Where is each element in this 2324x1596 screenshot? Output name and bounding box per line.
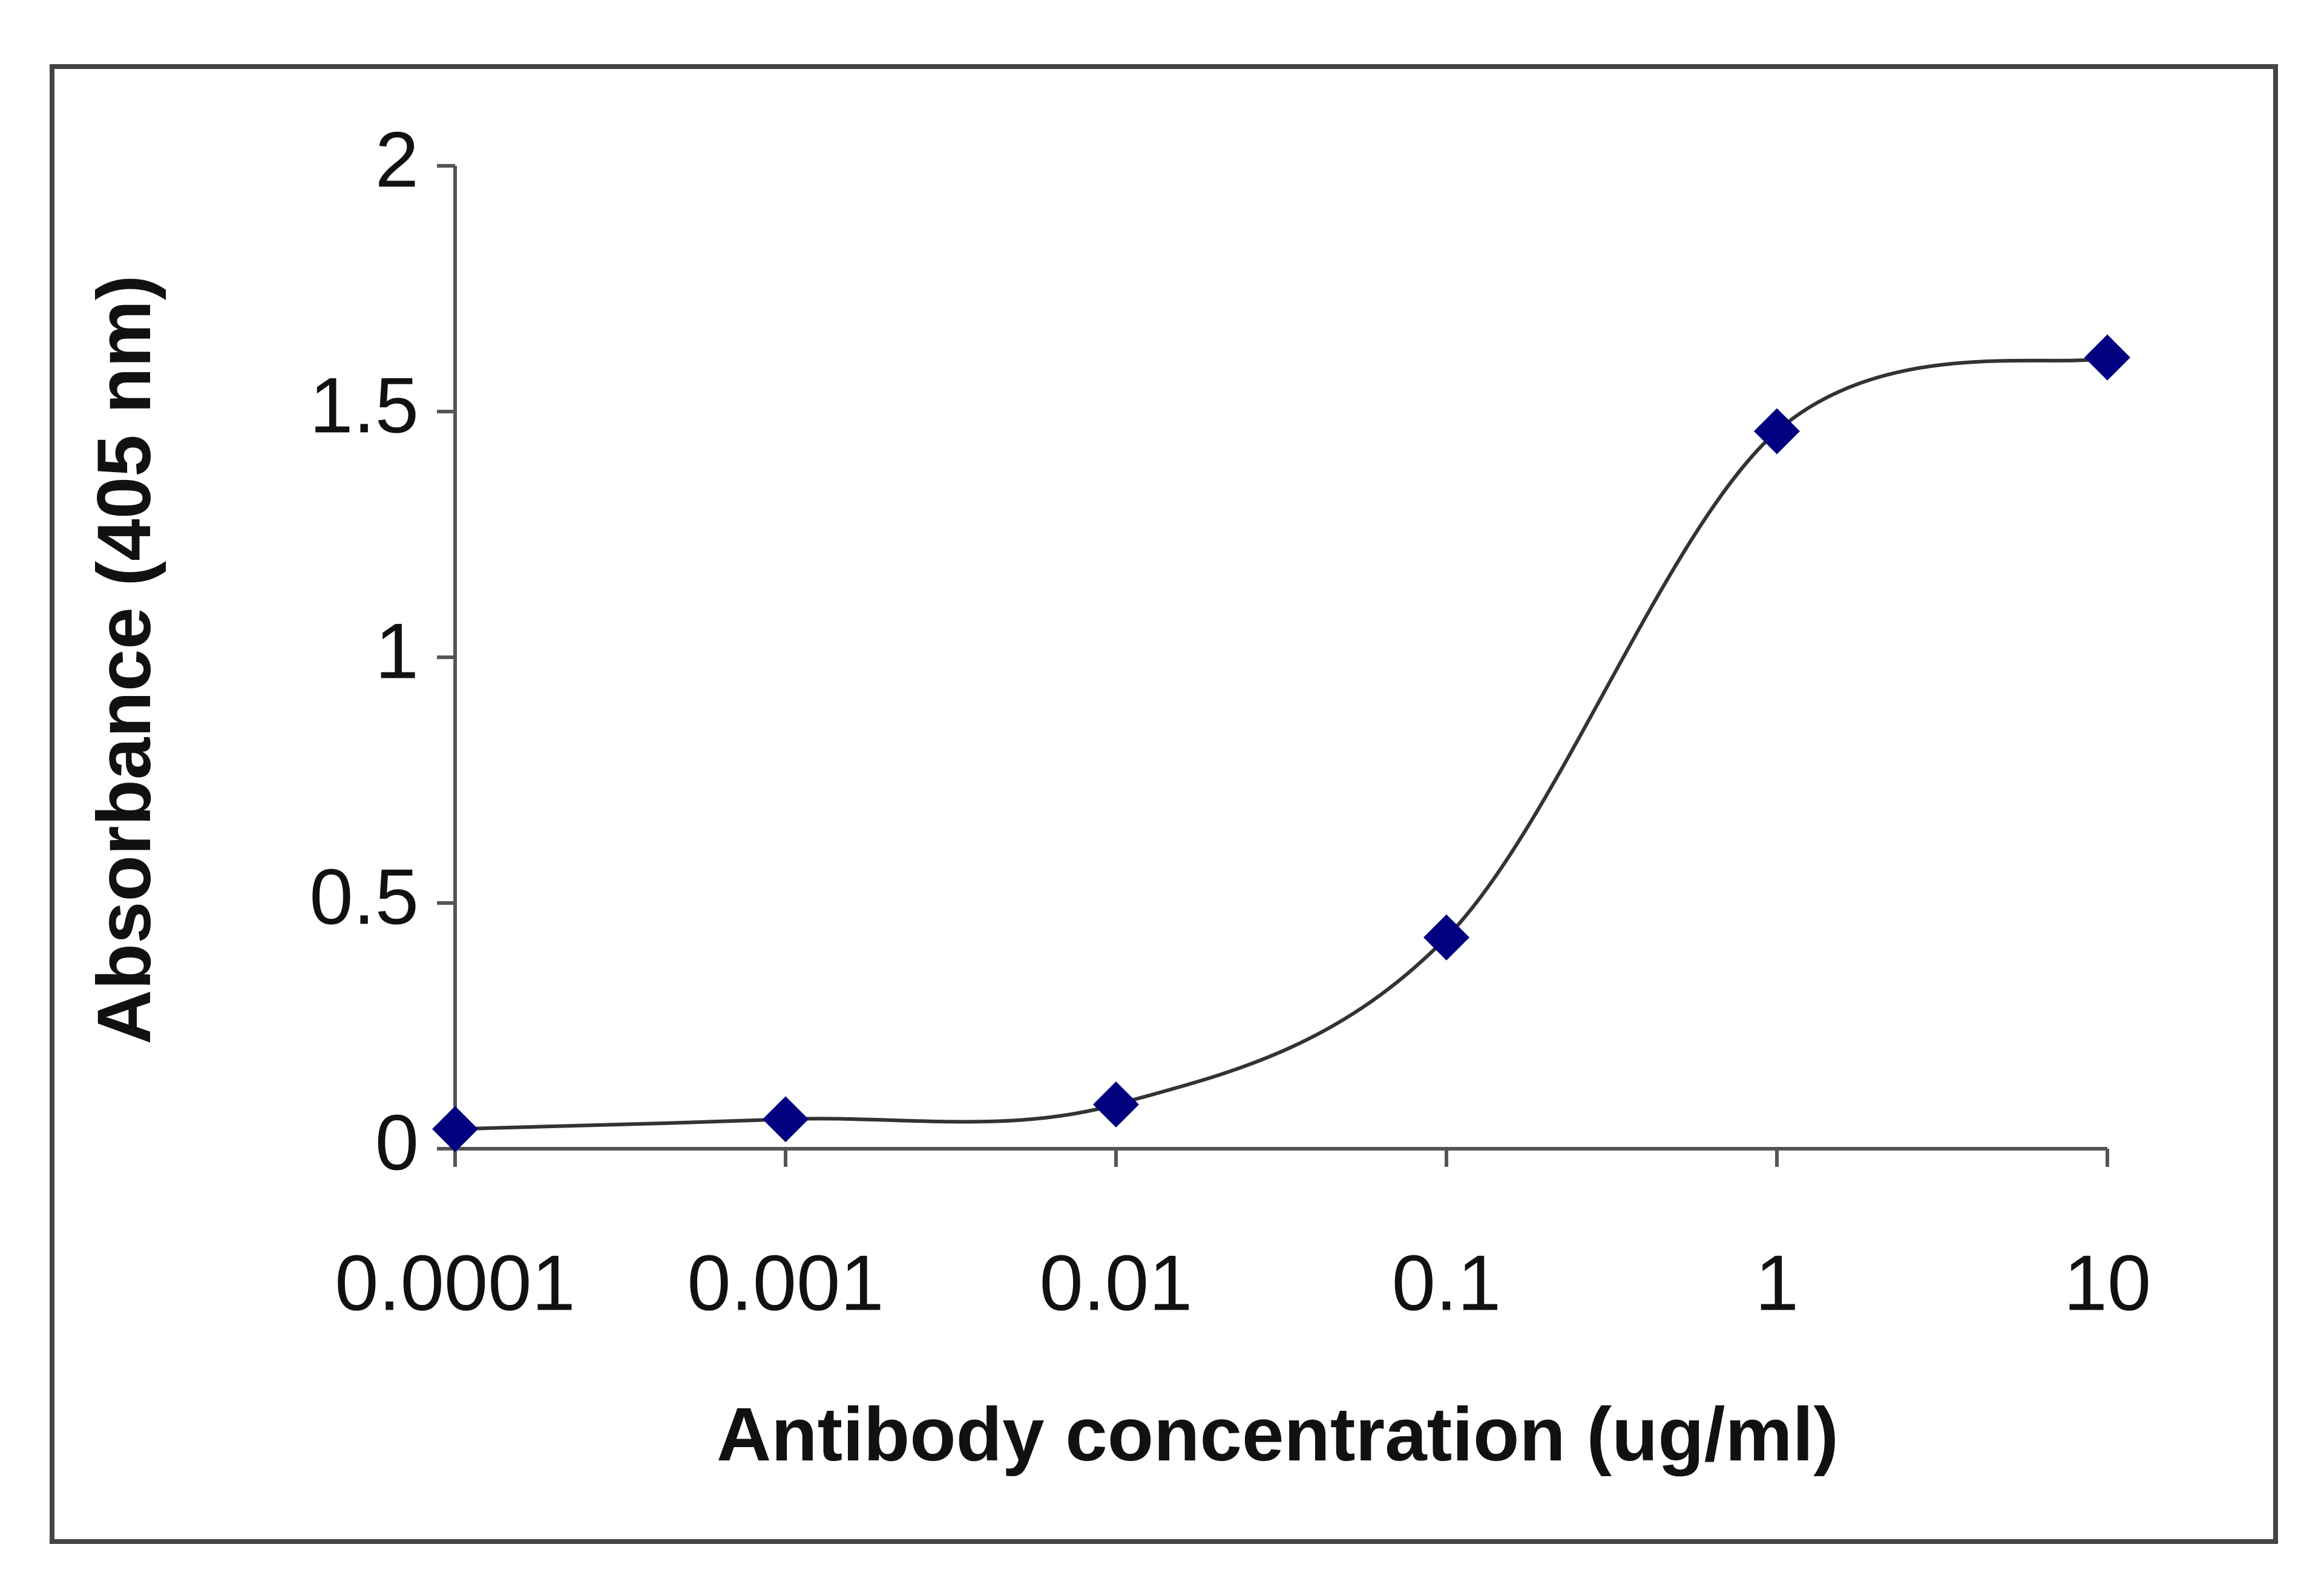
x-tick-label: 0.001: [687, 1238, 884, 1327]
data-point: [432, 1106, 478, 1152]
x-tick-label: 1: [1755, 1238, 1799, 1327]
y-tick-label: 2: [375, 115, 419, 203]
y-tick-label: 0: [375, 1098, 419, 1186]
data-point: [1754, 408, 1800, 455]
x-tick-label: 0.01: [1039, 1238, 1192, 1327]
chart-frame: [50, 64, 2278, 1544]
data-point: [1423, 914, 1469, 961]
x-axis-title: Antibody concentration (ug/ml): [717, 1393, 1839, 1477]
y-tick-label: 1.5: [309, 361, 419, 449]
y-tick-label: 1: [375, 606, 419, 695]
y-axis-title: Absorbance (405 nm): [82, 275, 166, 1044]
data-point: [2084, 334, 2130, 381]
data-point: [763, 1096, 809, 1143]
data-point: [1093, 1081, 1139, 1128]
y-tick-label: 0.5: [309, 852, 419, 941]
x-tick-label: 0.1: [1392, 1238, 1502, 1327]
x-tick-label: 10: [2064, 1238, 2152, 1327]
x-tick-label: 0.0001: [335, 1238, 576, 1327]
